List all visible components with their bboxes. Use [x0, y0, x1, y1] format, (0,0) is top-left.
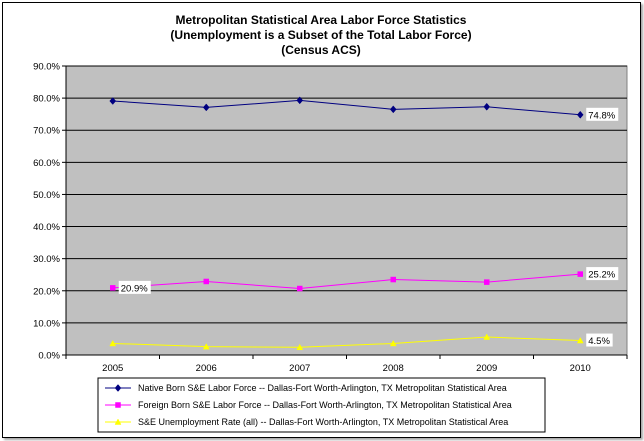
- series-layer: [109, 96, 584, 351]
- series-2-point-0: [109, 339, 117, 347]
- plot-area: 0.0% 10.0% 20.0% 30.0% 40.0% 50.0% 60.0% 70.0% 8…: [33, 62, 628, 374]
- y-tick-label-8: 80.0%: [33, 94, 60, 105]
- y-tick-label-1: 10.0%: [33, 318, 60, 329]
- data-label-bg-0-0: [586, 107, 619, 121]
- x-axis: 2005 2006 2007 2008 2009 2010: [65, 354, 628, 374]
- y-tick-label-0: 0.0%: [38, 351, 60, 362]
- series-2-point-4: [483, 333, 491, 340]
- y-tick-label-5: 50.0%: [33, 190, 60, 201]
- data-label-bg-1-0: [118, 280, 151, 294]
- data-label-2-0: 4.5%: [588, 336, 610, 347]
- plot-background: [65, 65, 628, 356]
- series-0-point-3: [389, 105, 397, 114]
- series-1-point-0: [110, 285, 116, 291]
- series-2-point-1: [202, 343, 210, 350]
- series-2-point-5: [576, 337, 584, 344]
- x-tick-label-3: 2008: [383, 363, 404, 374]
- title-line-2: (Census ACS): [281, 43, 361, 57]
- y-axis: 0.0% 10.0% 20.0% 30.0% 40.0% 50.0% 60.0% 70.0% 8…: [33, 62, 67, 362]
- line-chart: Metropolitan Statistical Area Labor Forc…: [33, 13, 628, 433]
- x-tick-label-0: 2005: [102, 363, 123, 374]
- title-line-0: Metropolitan Statistical Area Labor Forc…: [176, 13, 467, 27]
- legend-marker-0: [114, 384, 122, 392]
- legend-box: [97, 377, 546, 433]
- series-0-point-0: [109, 97, 117, 105]
- title-line-1: (Unemployment is a Subset of the Total L…: [170, 28, 471, 42]
- legend-label-2: S&E Unemployment Rate (all) -- Dallas-Fo…: [138, 417, 508, 427]
- data-label-1-0: 20.9%: [121, 283, 148, 294]
- series-1-point-3: [390, 276, 396, 283]
- series-2-line: [112, 336, 581, 348]
- y-tick-label-2: 20.0%: [33, 286, 60, 297]
- legend-label-0: Native Born S&E Labor Force -- Dallas-Fo…: [138, 383, 507, 393]
- data-label-1-1: 25.2%: [588, 270, 615, 281]
- data-label-bg-2-0: [586, 333, 613, 347]
- series-0-point-1: [202, 103, 210, 112]
- series-1-point-5: [577, 271, 583, 277]
- series-0-point-4: [483, 102, 491, 111]
- y-tick-label-9: 90.0%: [33, 62, 60, 73]
- series-2-point-3: [389, 339, 397, 347]
- series-2-point-2: [296, 343, 304, 351]
- x-tick-label-4: 2009: [476, 363, 497, 374]
- data-label-0-0: 74.8%: [588, 110, 615, 121]
- legend-label-1: Foreign Born S&E Labor Force -- Dallas-F…: [138, 400, 512, 410]
- y-tick-label-7: 70.0%: [33, 126, 60, 137]
- series-1-line: [112, 273, 581, 290]
- y-tick-label-6: 60.0%: [33, 158, 60, 169]
- series-0-point-5: [576, 110, 584, 119]
- series-1-point-4: [484, 279, 490, 285]
- series-1-point-2: [297, 285, 303, 292]
- series-0-point-2: [296, 96, 304, 105]
- x-tick-label-2: 2007: [289, 363, 310, 374]
- gridlines: [66, 65, 627, 324]
- x-tick-label-5: 2010: [570, 363, 591, 374]
- series-0-line: [112, 99, 581, 116]
- y-tick-label-3: 30.0%: [33, 254, 60, 265]
- legend-marker-2: [114, 418, 122, 425]
- chart-title: Metropolitan Statistical Area Labor Forc…: [170, 13, 471, 57]
- legend-marker-1: [115, 402, 121, 408]
- x-tick-label-1: 2006: [196, 363, 217, 374]
- legend: Native Born S&E Labor Force -- Dallas-Fo…: [97, 377, 546, 433]
- series-1-point-1: [203, 278, 209, 285]
- data-label-bg-1-1: [586, 267, 619, 281]
- data-labels: 74.8% 20.9% 25.2% 4.5%: [118, 107, 619, 347]
- y-tick-label-4: 40.0%: [33, 222, 60, 233]
